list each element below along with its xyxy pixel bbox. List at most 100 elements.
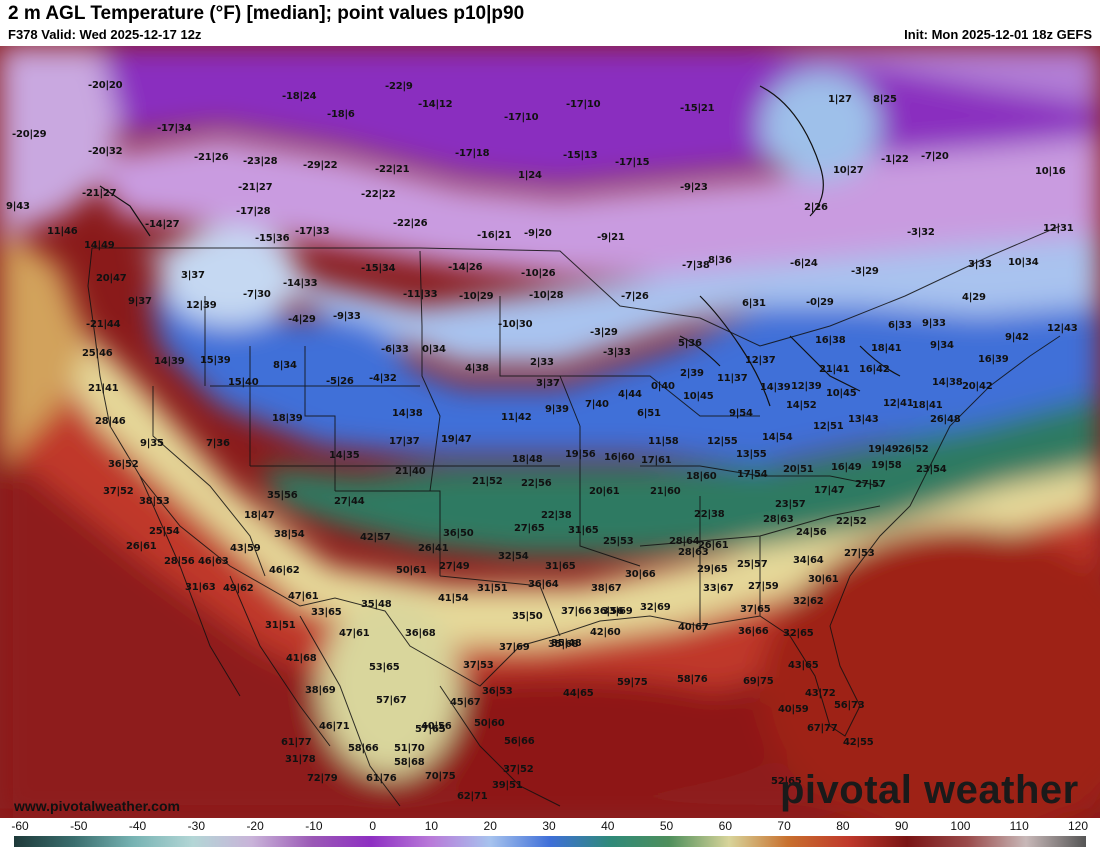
point-value-label: 32|65 [783, 628, 814, 639]
point-value-label: 16|38 [815, 335, 846, 346]
colorbar-tick-label: 100 [950, 819, 971, 833]
point-value-label: 26|61 [698, 540, 729, 551]
point-value-label: 44|65 [563, 688, 594, 699]
point-value-label: -18|24 [282, 91, 317, 102]
point-value-label: -10|26 [521, 268, 556, 279]
point-value-label: 21|41 [88, 383, 119, 394]
point-value-label: -17|10 [504, 112, 539, 123]
colorbar-tick-label: -60 [11, 819, 29, 833]
point-value-label: -9|33 [333, 311, 361, 322]
point-value-label: 23|57 [775, 499, 806, 510]
point-value-label: 28|56 [164, 556, 195, 567]
point-value-label: 57|67 [376, 695, 407, 706]
point-value-label: 19|47 [441, 434, 472, 445]
point-value-label: 58|76 [677, 674, 708, 685]
point-value-label: 8|36 [708, 255, 732, 266]
point-value-label: 27|65 [514, 523, 545, 534]
point-value-label: 21|40 [395, 466, 426, 477]
point-value-label: 32|69 [640, 602, 671, 613]
point-value-label: 14|38 [932, 377, 963, 388]
point-value-label: -22|26 [393, 218, 428, 229]
point-value-label: 34|64 [793, 555, 824, 566]
point-value-label: 8|34 [273, 360, 297, 371]
temperature-map[interactable]: -20|20 -18|24 -22|9 -14|12 -18|6 -17|10 -17|10… [0, 46, 1100, 818]
valid-time: F378 Valid: Wed 2025-12-17 12z [8, 27, 202, 42]
point-value-label: 53|65 [369, 662, 400, 673]
point-value-label: 41|54 [438, 593, 469, 604]
point-value-label: 47|61 [288, 591, 319, 602]
point-value-label: -1|22 [881, 154, 909, 165]
point-value-label: 38|67 [591, 583, 622, 594]
point-value-label: 16|42 [859, 364, 890, 375]
point-value-label: 33|65 [311, 607, 342, 618]
colorbar-tick-label: 10 [424, 819, 439, 833]
point-value-label: 31|51 [265, 620, 296, 631]
point-value-label: 30|61 [808, 574, 839, 585]
point-value-label: 12|37 [745, 355, 776, 366]
point-value-label: 25|57 [737, 559, 768, 570]
point-value-label: 23|54 [916, 464, 947, 475]
point-value-label: -15|36 [255, 233, 290, 244]
point-value-label: 16|60 [604, 452, 635, 463]
point-value-label: -10|29 [459, 291, 494, 302]
point-value-label: 56|66 [504, 736, 535, 747]
colorbar-tick-label: -20 [246, 819, 264, 833]
point-value-label: 61|76 [366, 773, 397, 784]
point-value-label: 6|33 [888, 320, 912, 331]
point-value-label: 19|58 [871, 460, 902, 471]
point-value-label: 15|39 [200, 355, 231, 366]
point-value-label: -20|20 [88, 80, 123, 91]
point-value-label: -21|26 [194, 152, 229, 163]
point-value-label: 50|60 [474, 718, 505, 729]
point-value-label: 32|62 [793, 596, 824, 607]
point-value-label: 17|61 [641, 455, 672, 466]
point-value-label: -17|15 [615, 157, 650, 168]
website-label[interactable]: www.pivotalweather.com [14, 798, 180, 814]
point-value-label: 27|44 [334, 496, 365, 507]
point-value-label: 18|60 [686, 471, 717, 482]
brand-watermark: pivotal weather [780, 768, 1079, 812]
point-value-label: -7|20 [921, 151, 949, 162]
point-value-label: 37|52 [103, 486, 134, 497]
point-value-label: 12|41 [883, 398, 914, 409]
point-value-label: 9|54 [729, 408, 753, 419]
point-value-label: 12|43 [1047, 323, 1078, 334]
point-value-label: 30|66 [625, 569, 656, 580]
point-value-label: 37|53 [463, 660, 494, 671]
point-value-label: 49|62 [223, 583, 254, 594]
point-value-label: -29|22 [303, 160, 338, 171]
point-value-label: -3|33 [603, 347, 631, 358]
point-value-label: -4|29 [288, 314, 316, 325]
colorbar-tick-label: 70 [777, 819, 791, 833]
point-value-label: 47|61 [339, 628, 370, 639]
point-value-label: 6|51 [637, 408, 661, 419]
colorbar-tick-label: -10 [305, 819, 323, 833]
point-value-label: 43|65 [788, 660, 819, 671]
point-value-label: 16|39 [978, 354, 1009, 365]
point-value-label: 4|29 [962, 292, 986, 303]
colorbar-tick-label: 20 [483, 819, 497, 833]
point-value-label: -11|33 [403, 289, 438, 300]
point-value-label: 38|69 [305, 685, 336, 696]
point-value-label: 51|70 [394, 743, 425, 754]
point-value-label: 5|36 [678, 338, 702, 349]
point-value-label: 1|24 [518, 170, 542, 181]
point-value-label: 22|52 [836, 516, 867, 527]
point-value-label: 11|42 [501, 412, 532, 423]
point-value-label: 11|58 [648, 436, 679, 447]
point-value-label: 37|69 [499, 642, 530, 653]
point-value-label: 59|75 [617, 677, 648, 688]
point-value-label: 7|40 [585, 399, 609, 410]
point-value-label: 50|61 [396, 565, 427, 576]
point-value-label: -22|21 [375, 164, 410, 175]
point-value-label: -15|13 [563, 150, 598, 161]
point-value-label: 52|65 [771, 776, 802, 787]
colorbar-tick-label: -40 [128, 819, 147, 833]
point-value-label: -5|26 [326, 376, 354, 387]
point-value-label: 13|55 [736, 449, 767, 460]
point-value-label: 27|53 [844, 548, 875, 559]
point-value-label: 36|56 [593, 606, 624, 617]
point-value-label: 62|71 [457, 791, 488, 802]
point-value-label: 58|68 [394, 757, 425, 768]
point-value-label: 36|66 [738, 626, 769, 637]
